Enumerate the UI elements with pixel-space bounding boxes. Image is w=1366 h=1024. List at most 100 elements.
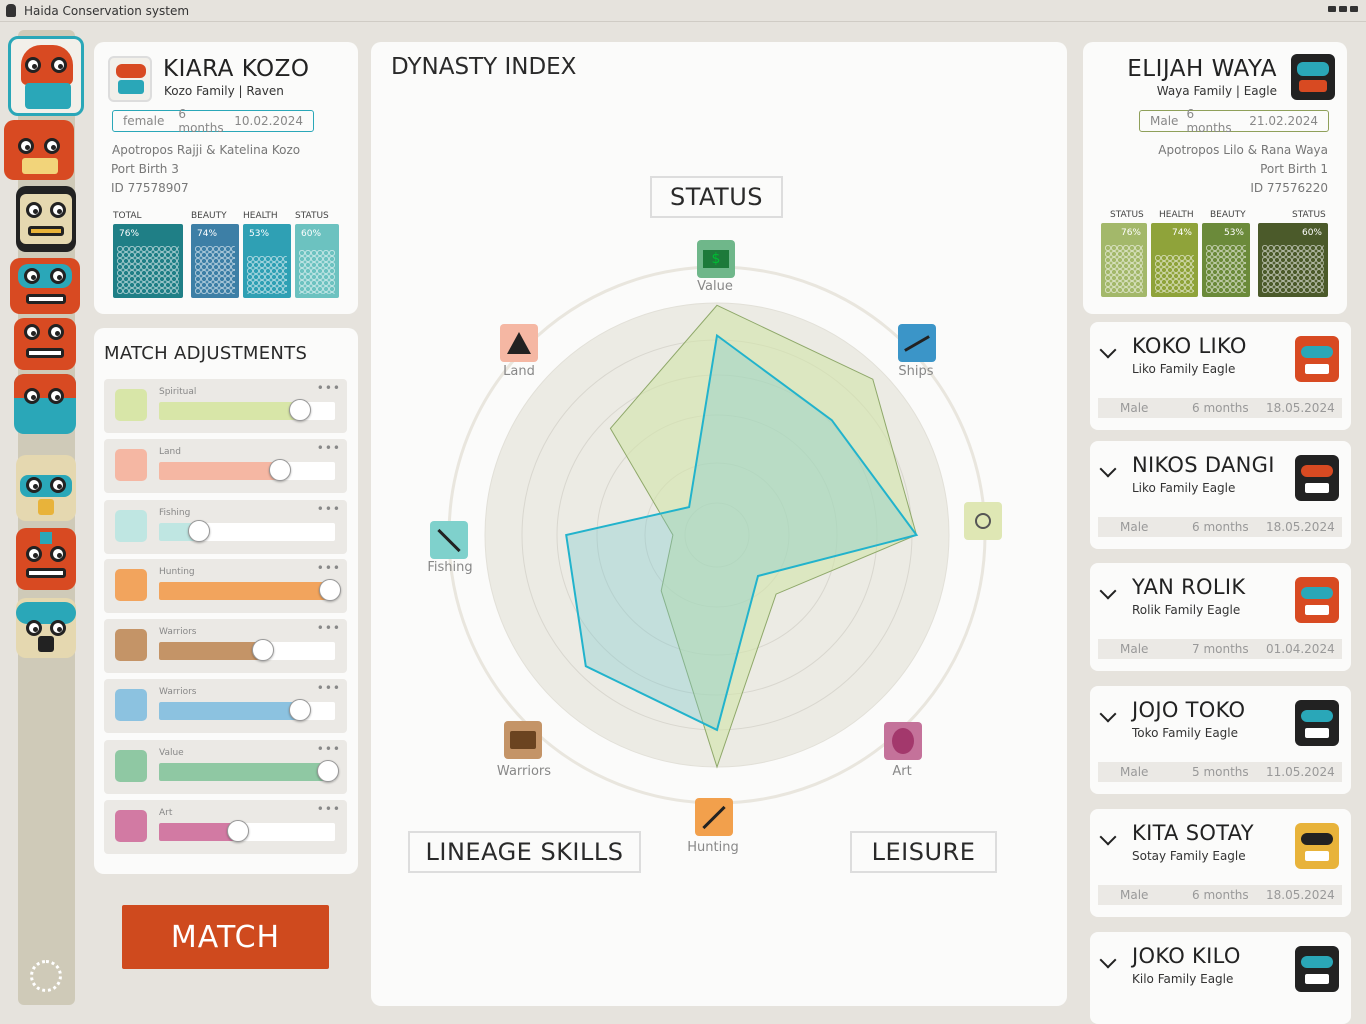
- slider-knob[interactable]: [318, 579, 341, 601]
- adjustment-slider[interactable]: [159, 399, 335, 421]
- chevron-down-icon[interactable]: [1099, 705, 1117, 723]
- more-options-icon[interactable]: •••: [316, 621, 341, 635]
- status-icons: [1328, 6, 1358, 12]
- profile-family-right: Waya Family | Eagle: [1156, 84, 1277, 98]
- stat-bar-beauty: 74%: [191, 224, 239, 298]
- adjustment-row: Hunting •••: [104, 559, 347, 613]
- totem-face-2-icon[interactable]: [4, 120, 74, 180]
- fishing-icon: [115, 510, 147, 542]
- match-card[interactable]: KITA SOTAY Sotay Family Eagle Male 6 months…: [1090, 809, 1351, 917]
- axis-fishing-icon: [430, 521, 468, 559]
- adjustment-label: Hunting: [159, 567, 195, 577]
- slider-knob[interactable]: [288, 699, 311, 721]
- match-mask-icon: [1295, 455, 1339, 501]
- chevron-down-icon[interactable]: [1099, 582, 1117, 600]
- more-options-icon[interactable]: •••: [316, 502, 341, 516]
- stat-bar-r2: 74%: [1151, 223, 1198, 297]
- tent-icon: [115, 449, 147, 481]
- more-options-icon[interactable]: •••: [316, 802, 341, 816]
- date: 10.02.2024: [234, 114, 303, 128]
- match-name: KOKO LIKO: [1132, 334, 1247, 358]
- adjustment-slider[interactable]: [159, 579, 341, 601]
- axis-label-ships: Ships: [898, 364, 934, 379]
- adjustment-row: Art •••: [104, 800, 347, 854]
- chevron-down-icon[interactable]: [1099, 828, 1117, 846]
- chevron-down-icon[interactable]: [1099, 341, 1117, 359]
- totem-face-6-icon[interactable]: [14, 374, 76, 434]
- stat-bar-status: 60%: [295, 224, 339, 298]
- match-name: NIKOS DANGI: [1132, 453, 1275, 477]
- totem-face-3-icon[interactable]: [16, 186, 76, 252]
- axis-ships-icon: [898, 324, 936, 362]
- slider-fill: [159, 702, 300, 720]
- more-options-icon[interactable]: •••: [316, 742, 341, 756]
- hand-icon: [6, 4, 16, 17]
- adjustment-label: Warriors: [159, 627, 197, 637]
- chevron-down-icon[interactable]: [1099, 460, 1117, 478]
- totem-face-7-icon[interactable]: [16, 455, 76, 521]
- slider-fill: [159, 642, 263, 660]
- match-name: JOJO TOKO: [1132, 698, 1246, 722]
- totem-face-1-icon[interactable]: [8, 36, 84, 116]
- match-card[interactable]: JOJO TOKO Toko Family Eagle Male 5 months 11…: [1090, 686, 1351, 794]
- totem-face-4-icon[interactable]: [10, 258, 80, 314]
- match-meta: Male 7 months 01.04.2024: [1098, 639, 1342, 659]
- adjustment-slider[interactable]: [159, 820, 335, 842]
- adjustment-slider[interactable]: [159, 639, 335, 661]
- slider-knob[interactable]: [316, 760, 339, 782]
- raven-mask-icon: [108, 56, 152, 102]
- adjustment-slider[interactable]: [159, 459, 335, 481]
- match-family: Toko Family Eagle: [1132, 726, 1239, 740]
- stat-label-status: STATUS: [295, 211, 329, 221]
- leisure-label: LEISURE: [850, 831, 997, 873]
- more-options-icon[interactable]: •••: [316, 561, 341, 575]
- match-card[interactable]: YAN ROLIK Rolik Family Eagle Male 7 months 0…: [1090, 563, 1351, 671]
- adjustment-slider[interactable]: [159, 520, 335, 542]
- lineage-skills-label: LINEAGE SKILLS: [408, 831, 641, 873]
- adjustment-slider[interactable]: [159, 760, 339, 782]
- adjustment-row: Fishing •••: [104, 500, 347, 554]
- axis-label-warriors: Warriors: [496, 764, 552, 779]
- match-card[interactable]: JOKO KILO Kilo Family Eagle: [1090, 932, 1351, 1024]
- adjustment-row: Land •••: [104, 439, 347, 493]
- axis-label-fishing: Fishing: [427, 560, 473, 575]
- slider-knob[interactable]: [227, 820, 250, 842]
- match-family: Rolik Family Eagle: [1132, 603, 1241, 617]
- adjustment-row: Value •••: [104, 740, 347, 794]
- title-bar: Haida Conservation system: [0, 0, 1366, 22]
- slider-knob[interactable]: [188, 520, 211, 542]
- axis-hunting-arrow-icon: [695, 798, 733, 836]
- match-button[interactable]: MATCH: [122, 905, 329, 969]
- match-card[interactable]: KOKO LIKO Liko Family Eagle Male 6 months 18…: [1090, 322, 1351, 430]
- art-mask-icon: [115, 810, 147, 842]
- more-options-icon[interactable]: •••: [316, 681, 341, 695]
- totem-face-8-icon[interactable]: [16, 528, 76, 590]
- axis-value-dollar-icon: $: [697, 240, 735, 278]
- slider-knob[interactable]: [288, 399, 311, 421]
- adjustment-slider[interactable]: [159, 699, 335, 721]
- settings-gear-icon[interactable]: [30, 960, 62, 992]
- more-options-icon[interactable]: •••: [316, 381, 341, 395]
- totem-face-9-icon[interactable]: [16, 598, 76, 658]
- parents: Apotropos Rajji & Katelina Kozo: [112, 143, 301, 157]
- more-options-icon[interactable]: •••: [316, 441, 341, 455]
- axis-art-mask-icon: [884, 722, 922, 760]
- gender: female: [123, 114, 165, 128]
- port-birth-right: Port Birth 1: [1260, 162, 1328, 176]
- slider-fill: [159, 763, 328, 781]
- parents-right: Apotropos Lilo & Rana Waya: [1158, 143, 1328, 157]
- chevron-down-icon[interactable]: [1099, 951, 1117, 969]
- match-meta: Male 5 months 11.05.2024: [1098, 762, 1342, 782]
- match-family: Liko Family Eagle: [1132, 362, 1236, 376]
- slider-knob[interactable]: [269, 459, 292, 481]
- match-name: JOKO KILO: [1132, 944, 1241, 968]
- slider-knob[interactable]: [251, 639, 274, 661]
- ship-icon: [115, 689, 147, 721]
- profile-name-right: ELIJAH WAYA: [1127, 56, 1277, 82]
- match-mask-icon: [1295, 700, 1339, 746]
- arrow-icon: [115, 569, 147, 601]
- totem-face-5-icon[interactable]: [14, 318, 76, 370]
- adjustment-label: Land: [159, 447, 181, 457]
- match-card[interactable]: NIKOS DANGI Liko Family Eagle Male 6 months…: [1090, 441, 1351, 549]
- status-group-label: STATUS: [650, 176, 783, 218]
